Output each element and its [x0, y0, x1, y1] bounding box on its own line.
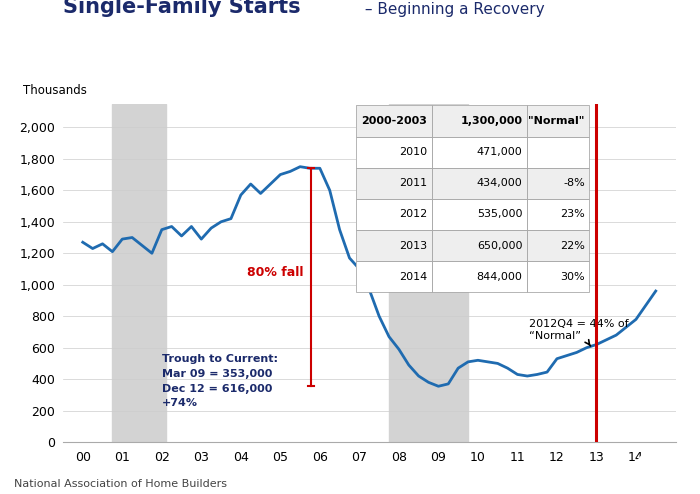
Bar — [356, 167, 589, 199]
Bar — [389, 104, 468, 442]
Text: 1,300,000: 1,300,000 — [461, 116, 522, 126]
Text: Single-Family Starts: Single-Family Starts — [63, 0, 300, 17]
Text: "Normal": "Normal" — [528, 116, 585, 126]
Bar — [356, 105, 589, 136]
Text: 2000-2003: 2000-2003 — [362, 116, 428, 126]
Bar — [356, 230, 433, 261]
Text: 80% fall: 80% fall — [247, 266, 303, 279]
Bar — [356, 199, 589, 230]
Bar — [433, 230, 527, 261]
Text: 434,000: 434,000 — [477, 178, 522, 188]
Bar — [527, 136, 589, 167]
Bar — [433, 199, 527, 230]
Text: 23%: 23% — [560, 209, 585, 219]
Text: 22%: 22% — [560, 241, 585, 250]
Bar — [527, 167, 589, 199]
Bar — [527, 230, 589, 261]
Text: -8%: -8% — [563, 178, 585, 188]
Text: 535,000: 535,000 — [477, 209, 522, 219]
Bar — [356, 167, 433, 199]
Text: 2014: 2014 — [399, 272, 428, 282]
Bar — [356, 136, 433, 167]
Text: 2012Q4 = 44% of
“Normal”: 2012Q4 = 44% of “Normal” — [529, 319, 629, 346]
Text: 650,000: 650,000 — [477, 241, 522, 250]
Bar — [356, 261, 589, 292]
Text: 471,000: 471,000 — [477, 147, 522, 157]
Text: 2010: 2010 — [399, 147, 428, 157]
Bar — [113, 104, 166, 442]
Text: 2013: 2013 — [399, 241, 428, 250]
Text: 30%: 30% — [560, 272, 585, 282]
Bar — [356, 261, 433, 292]
Bar — [433, 261, 527, 292]
Text: 844,000: 844,000 — [477, 272, 522, 282]
Text: – Beginning a Recovery: – Beginning a Recovery — [360, 2, 545, 17]
Bar — [527, 199, 589, 230]
Text: NAHB: NAHB — [678, 464, 700, 477]
Text: National Association of Home Builders: National Association of Home Builders — [14, 479, 227, 489]
Bar — [527, 105, 589, 136]
Bar — [356, 199, 433, 230]
Text: 2011: 2011 — [399, 178, 428, 188]
Bar — [433, 105, 527, 136]
Bar — [356, 230, 589, 261]
Text: Thousands: Thousands — [23, 84, 87, 97]
Bar — [356, 105, 433, 136]
Bar — [634, 470, 664, 491]
Bar — [433, 136, 527, 167]
Bar — [433, 167, 527, 199]
Bar — [356, 136, 589, 167]
Bar — [527, 261, 589, 292]
Polygon shape — [629, 447, 669, 470]
Text: Trough to Current:
Mar 09 = 353,000
Dec 12 = 616,000
+74%: Trough to Current: Mar 09 = 353,000 Dec … — [162, 354, 278, 409]
Text: 2012: 2012 — [399, 209, 428, 219]
